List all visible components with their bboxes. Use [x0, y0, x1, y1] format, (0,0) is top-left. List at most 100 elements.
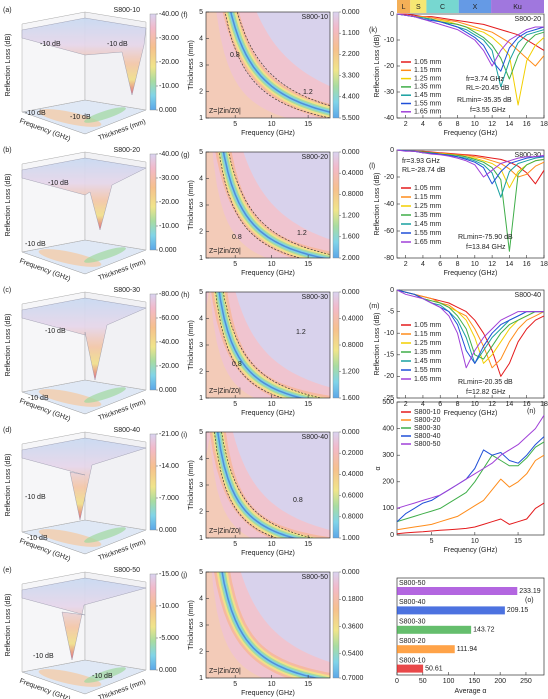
- legend-label: S800-50: [414, 441, 441, 448]
- contour-region: [235, 292, 330, 388]
- surface: [21, 17, 147, 96]
- panel-label: (k): [369, 27, 377, 34]
- x-tick-label: 50: [419, 678, 427, 685]
- panel-title: S800-10: [302, 14, 329, 21]
- x-tick-label: 2: [404, 121, 408, 128]
- annotation: 0.8: [230, 52, 240, 59]
- panel-label: (e): [3, 567, 12, 574]
- floor-projection: [84, 107, 126, 123]
- category-label: S800-30: [399, 619, 426, 626]
- colorbar-tick-label: 0.000: [342, 149, 360, 156]
- x-tick-label: 15: [304, 261, 312, 268]
- panel-label: (m): [369, 303, 380, 310]
- x-tick-label: 0: [395, 678, 399, 685]
- band-label: L: [402, 4, 406, 11]
- y-tick-label: 2: [199, 648, 203, 655]
- colorbar-tick-label: 0.000: [342, 289, 360, 296]
- colorbar-tick-label: 0.8000: [342, 514, 364, 521]
- z-label: Z=|Zin/Z0|: [209, 668, 241, 675]
- colorbar-tick-label: 0.8000: [342, 191, 364, 198]
- category-label: S800-20: [399, 638, 426, 645]
- panel-label: (a): [3, 7, 12, 14]
- colorbar-tick-label: 0.3600: [342, 623, 364, 630]
- panel-label: (i): [181, 432, 187, 439]
- value-label: 143.72: [473, 627, 495, 634]
- legend-label: 1.65 mm: [414, 109, 441, 116]
- annotation: f=13.84 GHz: [466, 244, 506, 251]
- contour-line: [222, 292, 323, 398]
- x-axis-label: Frequency (GHz): [444, 130, 498, 137]
- annotation: -10 dB: [107, 41, 128, 48]
- colorbar-tick-label: -20.00: [159, 363, 179, 370]
- floor-projection: [84, 527, 126, 543]
- x-tick-label: 100: [443, 678, 455, 685]
- z-axis-label: Reflection Loss (dB): [5, 33, 12, 96]
- contour-region: [206, 438, 251, 538]
- annotation: 1.2: [296, 329, 306, 336]
- y-tick-label: -20: [384, 174, 394, 181]
- x-axis-label: Frequency (GHz): [444, 547, 498, 554]
- contour-map: [206, 292, 330, 398]
- y-axis-label: Thickness (mm): [188, 460, 195, 510]
- colorbar-tick-label: -14.00: [159, 463, 179, 470]
- y-axis-label: Reflection Loss (dB): [374, 312, 381, 375]
- y-tick-label: 5: [199, 429, 203, 436]
- panel-label: (h): [181, 292, 190, 299]
- x-tick-label: 5: [233, 401, 237, 408]
- x-tick-label: 10: [268, 121, 276, 128]
- colorbar-tick-label: -20.00: [159, 199, 179, 206]
- annotation: -10 dB: [40, 41, 61, 48]
- contour-region: [206, 12, 287, 118]
- y-tick-label: -60: [384, 228, 394, 235]
- y-tick-label: 2: [199, 508, 203, 515]
- x-tick-label: 6: [438, 121, 442, 128]
- annotation: 1.2: [303, 89, 313, 96]
- colorbar-tick-label: 1.000: [342, 535, 360, 542]
- colorbar-tick-label: 1.100: [342, 30, 360, 37]
- surface: [21, 577, 147, 661]
- x-tick-label: 16: [523, 121, 531, 128]
- contour-line: [214, 432, 278, 538]
- x-tick-label: 14: [506, 261, 514, 268]
- band-box: [397, 0, 411, 13]
- panel-title: S800-30: [302, 294, 329, 301]
- x-axis-label: Frequency (GHz): [444, 410, 498, 417]
- y-tick-label: 200: [382, 479, 394, 486]
- contour-band: [218, 292, 304, 398]
- legend-label: S800-40: [414, 433, 441, 440]
- panel-title: S800-20: [302, 154, 329, 161]
- y-tick-label: 1: [199, 115, 203, 122]
- colorbar: [332, 291, 340, 399]
- panel-label: (g): [181, 152, 190, 159]
- annotation: fr=3.74 GHz: [466, 76, 504, 83]
- colorbar-tick-label: -40.00: [159, 151, 179, 158]
- y-tick-label: 2: [199, 228, 203, 235]
- plot-frame: [396, 401, 545, 536]
- x-tick-label: 10: [268, 681, 276, 688]
- band-label: X: [473, 4, 478, 11]
- x-tick-label: 150: [469, 678, 481, 685]
- panel-title: S800-40: [515, 292, 542, 299]
- y-axis-label: Thickness (mm): [188, 600, 195, 650]
- contour-line: [236, 12, 330, 106]
- legend-label: 1.05 mm: [414, 59, 441, 66]
- x-tick-label: 18: [540, 121, 548, 128]
- x-tick-label: 12: [488, 261, 496, 268]
- y-tick-label: -25: [384, 395, 394, 402]
- x-tick-label: 8: [456, 121, 460, 128]
- contour-map: [206, 572, 330, 678]
- x-tick-label: 250: [520, 678, 532, 685]
- y-tick-label: 5: [199, 149, 203, 156]
- series-line: [396, 289, 545, 369]
- series-line: [396, 149, 545, 178]
- annotation: -10 dB: [27, 535, 48, 542]
- y-tick-label: -20: [384, 63, 394, 70]
- contour-map: [206, 12, 330, 118]
- surface: [21, 437, 147, 521]
- annotation: -10 dB: [25, 110, 46, 117]
- annotation: RL=-28.74 dB: [402, 167, 446, 174]
- colorbar-tick-label: 0.000: [159, 107, 177, 114]
- z-axis-label: Reflection Loss (dB): [5, 593, 12, 656]
- contour-region: [243, 152, 330, 240]
- panel-title: S800-50: [302, 574, 329, 581]
